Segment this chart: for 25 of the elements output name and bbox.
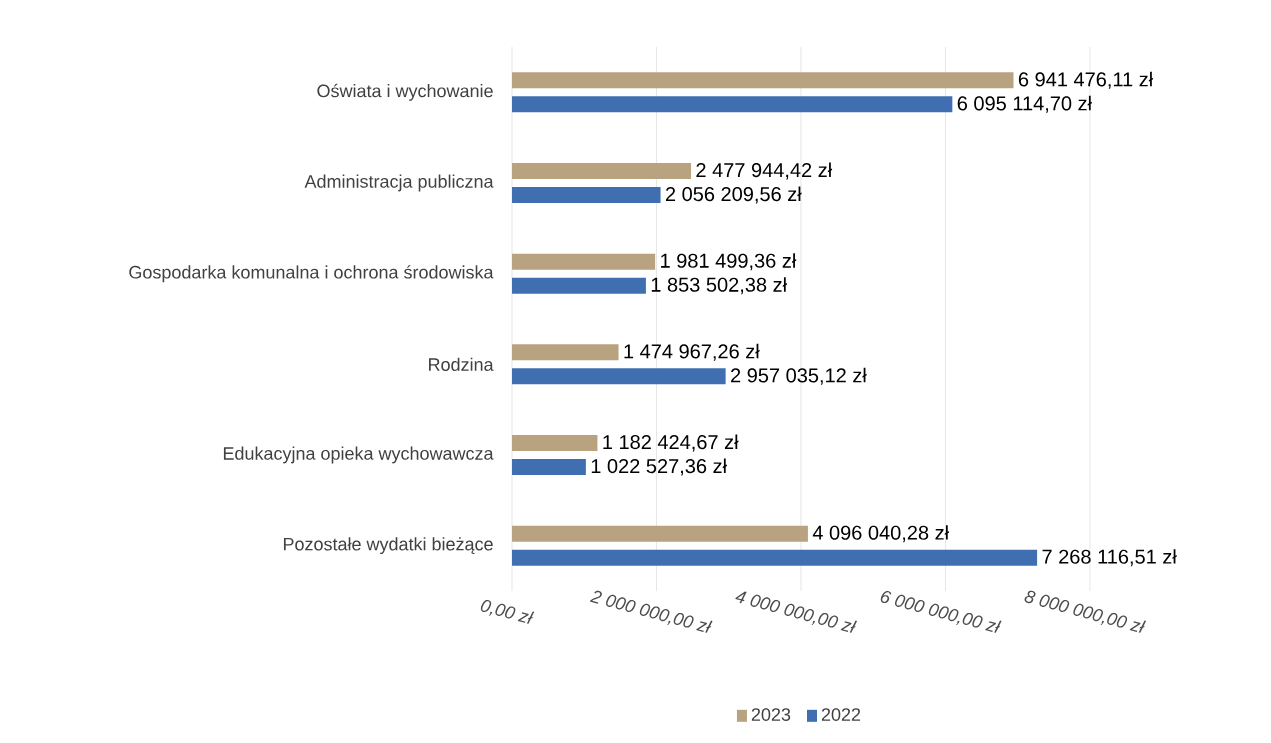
data-label: 6 095 114,70 zł xyxy=(957,95,1092,113)
y-tick-label: Pozostałe wydatki bieżące xyxy=(283,537,493,555)
y-tick-label: Administracja publiczna xyxy=(304,174,494,192)
y-tick-label: Gospodarka komunalna i ochrona środowiska xyxy=(129,265,494,283)
data-label: 2 056 209,56 zł xyxy=(665,186,802,204)
y-tick-label: Rodzina xyxy=(429,357,494,371)
legend-label: 2022 xyxy=(821,708,861,721)
data-label: 2 477 944,42 zł xyxy=(696,162,833,180)
x-tick-label: 0,00 zł xyxy=(480,599,535,624)
data-label: 1 981 499,36 zł xyxy=(661,253,797,271)
x-tick-label: 4 000 000,00 zł xyxy=(735,591,858,633)
x-tick-label: 6 000 000,00 zł xyxy=(880,590,1002,633)
data-label: 6 941 476,11 zł xyxy=(1018,71,1154,89)
data-label: 1 182 424,67 zł xyxy=(603,434,739,452)
y-tick-label: Oświata i wychowanie xyxy=(317,83,493,101)
data-label: 1 474 967,26 zł xyxy=(624,343,760,361)
data-label: 2 957 035,12 zł xyxy=(731,367,867,385)
data-label: 1 022 527,36 zł xyxy=(591,458,727,476)
data-label: 4 096 040,28 zł xyxy=(812,525,949,543)
x-tick-label: 8 000 000,00 zł xyxy=(1024,590,1147,633)
y-tick-label: Edukacyjna opieka wychowawcza xyxy=(223,446,494,464)
data-label: 1 853 502,38 zł xyxy=(651,277,787,295)
x-tick-label: 2 000 000,00 zł xyxy=(589,590,713,633)
legend-label: 2023 xyxy=(751,708,791,721)
data-label: 7 268 116,51 zł xyxy=(1042,549,1177,567)
